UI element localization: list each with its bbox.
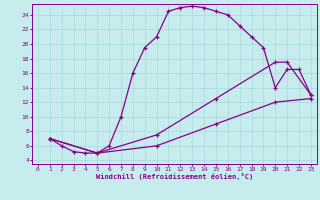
X-axis label: Windchill (Refroidissement éolien,°C): Windchill (Refroidissement éolien,°C) bbox=[96, 173, 253, 180]
